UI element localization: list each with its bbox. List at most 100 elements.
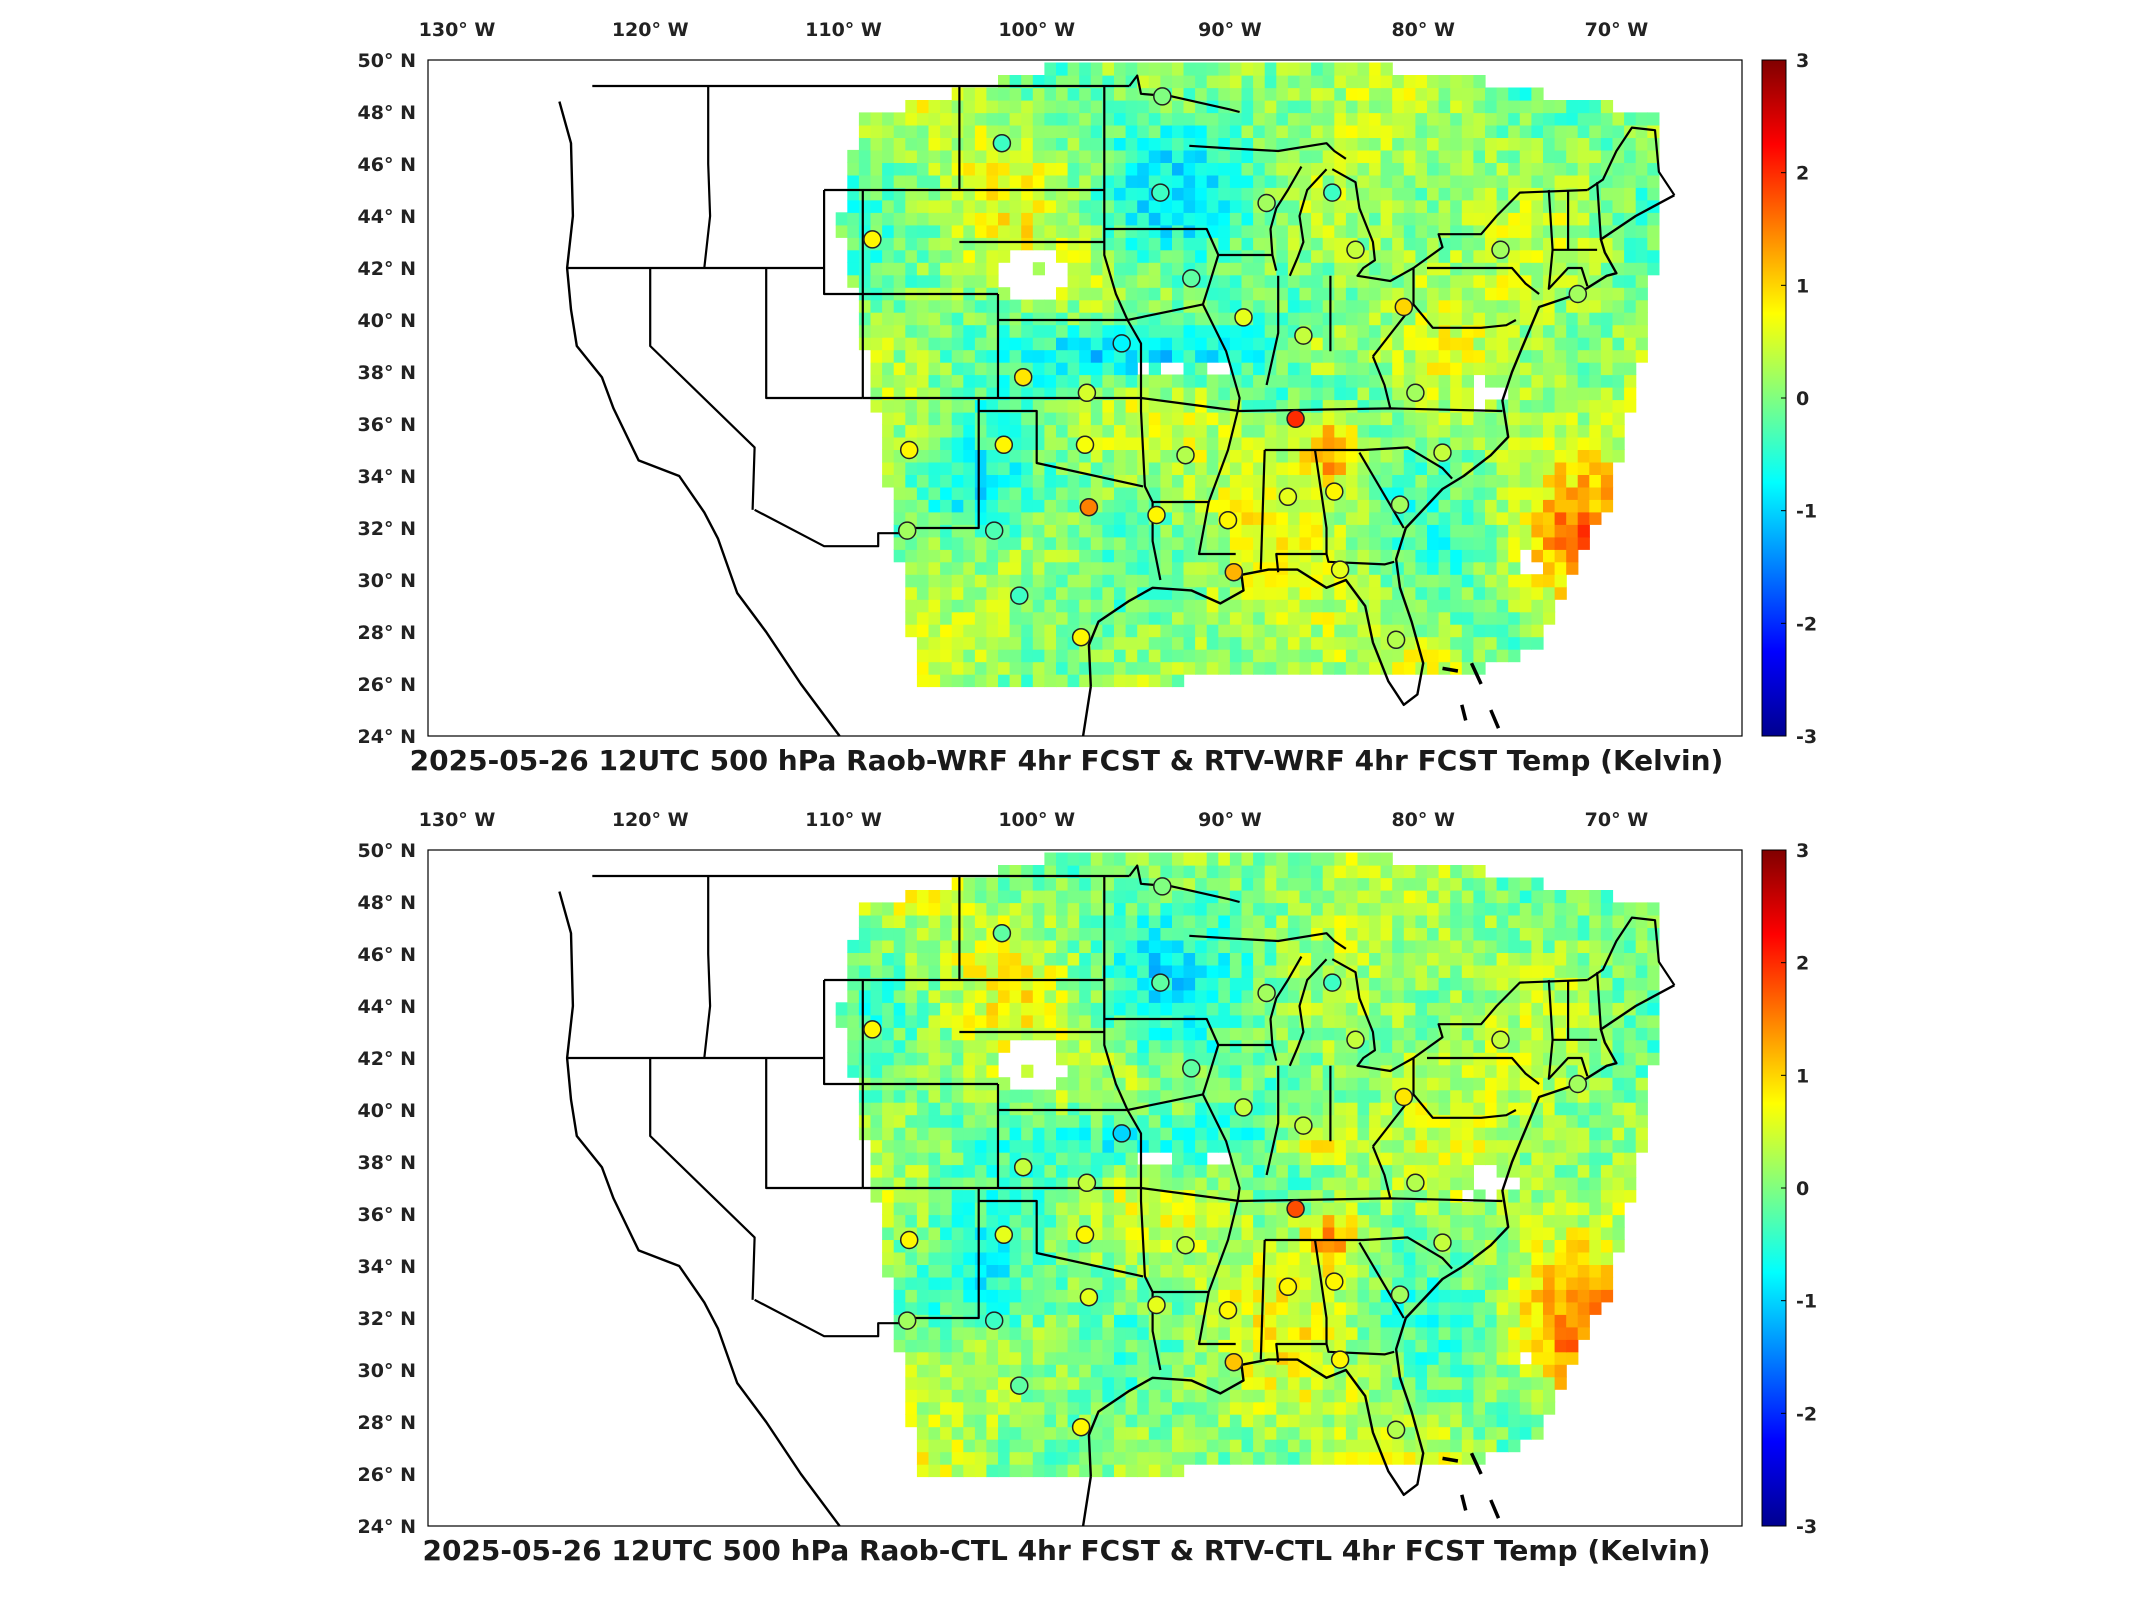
raob-station-marker (897, 521, 917, 540)
lat-tick-label: 36° N (358, 414, 416, 436)
lon-tick-label: 80° W (1391, 809, 1455, 831)
lat-tick-label: 38° N (358, 1152, 416, 1174)
raob-station-marker (1257, 983, 1276, 1003)
colorbar-tick-label: 0 (1796, 1178, 1809, 1200)
lat-tick-label: 30° N (358, 570, 416, 592)
raob-station-marker (1390, 1285, 1410, 1304)
raob-station-marker (1386, 1420, 1406, 1440)
lat-tick-label: 42° N (358, 1048, 416, 1070)
state-boundaries (567, 74, 1676, 581)
lat-tick-label: 24° N (358, 1516, 416, 1538)
raob-station-marker (994, 1225, 1014, 1245)
raob-station-marker (1390, 495, 1410, 514)
lat-tick-label: 34° N (358, 466, 416, 488)
raob-station-marker (1294, 326, 1313, 345)
raob-station-marker (1071, 1417, 1091, 1437)
lon-tick-label: 110° W (805, 19, 882, 41)
bottom-map-panel: 130° W 120° W 110° W 100° W 90° W 80° W 70° W 5… (0, 790, 2133, 1580)
raob-station-marker (1323, 183, 1342, 202)
raob-station-marker (1568, 1074, 1588, 1094)
raob-station-marker (1077, 383, 1097, 403)
lon-tick-label: 100° W (998, 809, 1075, 831)
raob-station-marker (1346, 1030, 1365, 1050)
raob-station-marker (1218, 510, 1238, 530)
lon-tick-label: 130° W (419, 809, 496, 831)
raob-station-marker (1491, 240, 1510, 260)
lat-tick-label: 46° N (358, 944, 416, 966)
colorbar-tick-label: -1 (1796, 1291, 1817, 1313)
raob-station-marker (1218, 1300, 1238, 1320)
raob-station-marker (1491, 1030, 1510, 1050)
top-map-panel: 130° W 120° W 110° W 100° W 90° W 80° W 70° W 5… (0, 0, 2133, 790)
map-frame (427, 849, 1743, 1527)
lon-tick-label: 90° W (1198, 19, 1262, 41)
raob-station-marker (1013, 367, 1033, 387)
colorbar-tick-label: 3 (1796, 840, 1809, 862)
raob-station-marker (984, 521, 1004, 540)
raob-station-marker (1224, 562, 1244, 582)
lat-tick-label: 32° N (358, 1308, 416, 1330)
top-map-plot: 130° W 120° W 110° W 100° W 90° W 80° W 70° W 5… (358, 19, 1818, 748)
colorbar-tick-label: 1 (1796, 275, 1809, 297)
raob-station-marker (1112, 334, 1131, 353)
raob-stations (863, 877, 1588, 1440)
raob-station-marker (1406, 1173, 1425, 1193)
lat-tick-label: 32° N (358, 518, 416, 540)
raob-station-marker (1071, 627, 1091, 647)
lat-tick-label: 30° N (358, 1360, 416, 1382)
raob-station-marker (1568, 284, 1588, 304)
lat-tick-label: 42° N (358, 258, 416, 280)
raob-station-marker (1077, 1173, 1097, 1193)
raob-station-marker (1394, 1087, 1414, 1107)
colorbar-tick-label: -1 (1796, 501, 1817, 523)
colorbar-tick-label: -2 (1796, 1403, 1817, 1425)
map-frame (427, 59, 1743, 737)
lon-tick-label: 70° W (1585, 809, 1649, 831)
raob-station-marker (1153, 87, 1172, 106)
raob-station-marker (984, 1311, 1004, 1330)
lon-tick-label: 70° W (1585, 19, 1649, 41)
raob-station-marker (1153, 877, 1172, 896)
raob-station-marker (1176, 1235, 1195, 1255)
raob-station-marker (1286, 409, 1305, 429)
raob-station-marker (1010, 1376, 1029, 1395)
colorbar-tick-label: 2 (1796, 163, 1809, 185)
lat-tick-label: 50° N (358, 840, 416, 862)
lat-tick-label: 28° N (358, 622, 416, 644)
lon-tick-label: 120° W (612, 19, 689, 41)
raob-station-marker (1079, 497, 1099, 517)
lon-tick-label: 90° W (1198, 809, 1262, 831)
raob-station-marker (1075, 435, 1095, 455)
lat-tick-label: 48° N (358, 892, 416, 914)
raob-station-marker (1330, 1350, 1350, 1369)
colorbar-tick-label: 2 (1796, 953, 1809, 975)
colorbar-tick-label: -3 (1796, 726, 1817, 748)
raob-station-marker (1433, 1233, 1452, 1252)
raob-station-marker (1294, 1116, 1313, 1135)
lon-tick-label: 120° W (612, 809, 689, 831)
raob-station-marker (1278, 1277, 1298, 1297)
lat-tick-label: 44° N (358, 996, 416, 1018)
raob-station-marker (994, 435, 1014, 455)
raob-station-marker (1075, 1225, 1095, 1245)
raob-station-marker (1234, 308, 1253, 327)
raob-station-marker (1433, 443, 1452, 462)
raob-station-marker (1325, 482, 1344, 501)
colorbar-tick-label: 0 (1796, 388, 1809, 410)
lat-tick-label: 48° N (358, 102, 416, 124)
raob-station-marker (1010, 586, 1029, 605)
raob-station-marker (1182, 269, 1201, 288)
raob-station-marker (1330, 560, 1350, 579)
raob-station-marker (863, 1020, 882, 1039)
raob-station-marker (1079, 1287, 1099, 1307)
raob-station-marker (1112, 1124, 1131, 1143)
raob-station-marker (1257, 193, 1276, 213)
raob-station-marker (992, 133, 1012, 153)
raob-station-marker (1234, 1098, 1253, 1117)
colorbar-tick-label: 3 (1796, 50, 1809, 72)
colorbar-tick-label: 1 (1796, 1065, 1809, 1087)
lat-tick-label: 40° N (358, 1100, 416, 1122)
lon-tick-label: 100° W (998, 19, 1075, 41)
bottom-map-plot: 130° W 120° W 110° W 100° W 90° W 80° W 70° W 5… (358, 809, 1818, 1538)
temperature-field (835, 852, 1660, 1478)
